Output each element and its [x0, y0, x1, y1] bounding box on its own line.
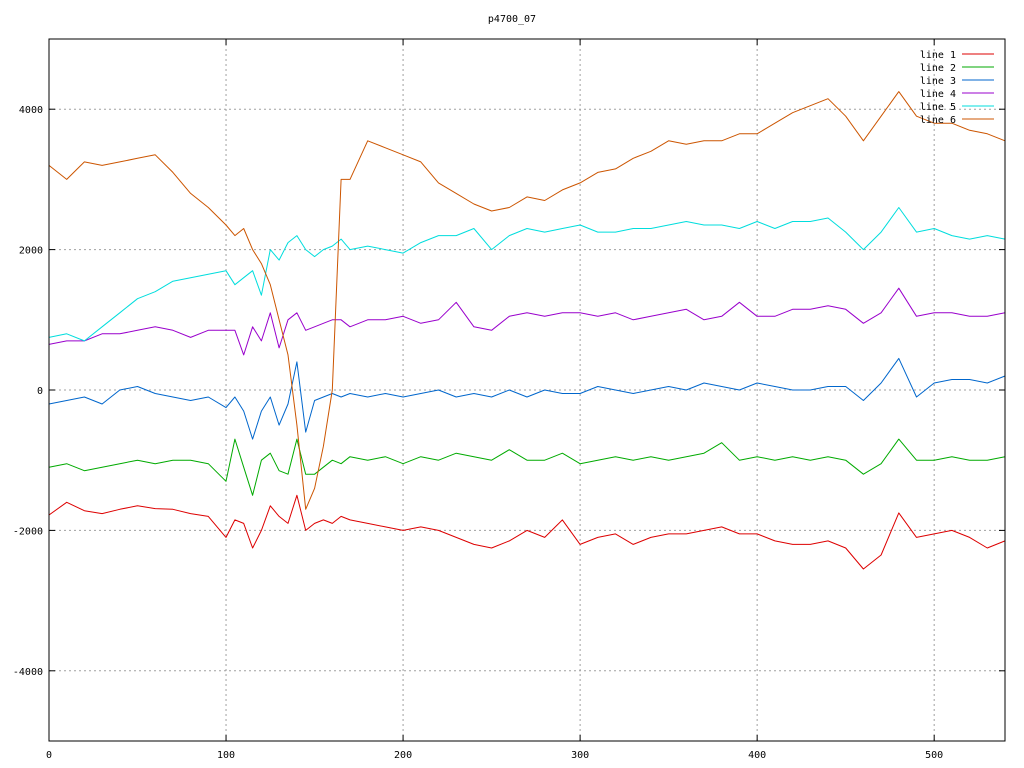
- series-line-2: [48, 438, 1006, 496]
- y-tick-label: 0: [37, 386, 43, 397]
- axis-ticks: 0 100 200 300 400 500 -4000 -2000 0 2000 4000: [13, 39, 1005, 761]
- legend-label: line 6: [920, 115, 956, 126]
- chart-title: p4700_07: [488, 14, 536, 25]
- series-line-5: [48, 207, 1006, 342]
- series-line-4: [48, 287, 1006, 356]
- series-line-6: [48, 91, 1006, 510]
- x-tick-label: 0: [46, 750, 52, 761]
- legend-label: line 5: [920, 102, 956, 113]
- y-tick-label: 4000: [19, 105, 43, 116]
- series-line-1: [48, 494, 1006, 570]
- y-tick-label: 2000: [19, 246, 43, 257]
- plot-frame: [48, 38, 1006, 742]
- series-group: [48, 91, 1006, 570]
- grid: [49, 39, 1005, 741]
- x-tick-label: 100: [217, 750, 235, 761]
- x-tick-label: 400: [748, 750, 766, 761]
- legend-label: line 3: [920, 76, 956, 87]
- y-tick-label: -4000: [13, 667, 43, 678]
- x-tick-label: 300: [571, 750, 589, 761]
- x-tick-label: 500: [925, 750, 943, 761]
- legend: line 1 line 2 line 3 line 4 line 5 line 6: [920, 50, 994, 126]
- series-line-3: [48, 357, 1006, 440]
- legend-label: line 1: [920, 50, 956, 61]
- x-tick-label: 200: [394, 750, 412, 761]
- y-tick-label: -2000: [13, 526, 43, 537]
- legend-label: line 2: [920, 63, 956, 74]
- legend-label: line 4: [920, 89, 956, 100]
